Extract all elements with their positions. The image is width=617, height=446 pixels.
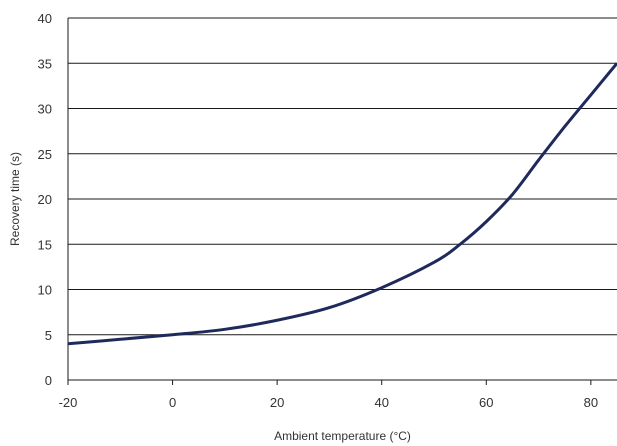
x-tick-label: 80 [584, 395, 598, 410]
y-tick-label: 30 [38, 102, 52, 117]
y-tick-label: 0 [45, 373, 52, 388]
x-axis-label: Ambient temperature (°C) [274, 429, 411, 443]
grid-lines [68, 17, 617, 336]
x-tick-label: 60 [479, 395, 493, 410]
y-tick-label: 5 [45, 328, 52, 343]
y-tick-label: 25 [38, 147, 52, 162]
y-tick-label: 35 [38, 56, 52, 71]
x-tick-label: 20 [270, 395, 284, 410]
y-tick-labels: 0 5 10 15 20 25 30 35 40 [38, 11, 52, 388]
y-tick-label: 15 [38, 237, 52, 252]
x-tick-labels: -20 0 20 40 60 80 [59, 395, 598, 410]
axes [67, 18, 617, 385]
x-tick-label: -20 [59, 395, 78, 410]
series-layer [67, 62, 617, 346]
y-axis-label: Recovery time (s) [8, 152, 22, 246]
y-tick-label: 40 [38, 11, 52, 26]
x-tick-label: 0 [169, 395, 176, 410]
y-tick-label: 20 [38, 192, 52, 207]
x-tick-label: 40 [374, 395, 388, 410]
series-line-0 [67, 62, 617, 346]
y-tick-label: 10 [38, 283, 52, 298]
